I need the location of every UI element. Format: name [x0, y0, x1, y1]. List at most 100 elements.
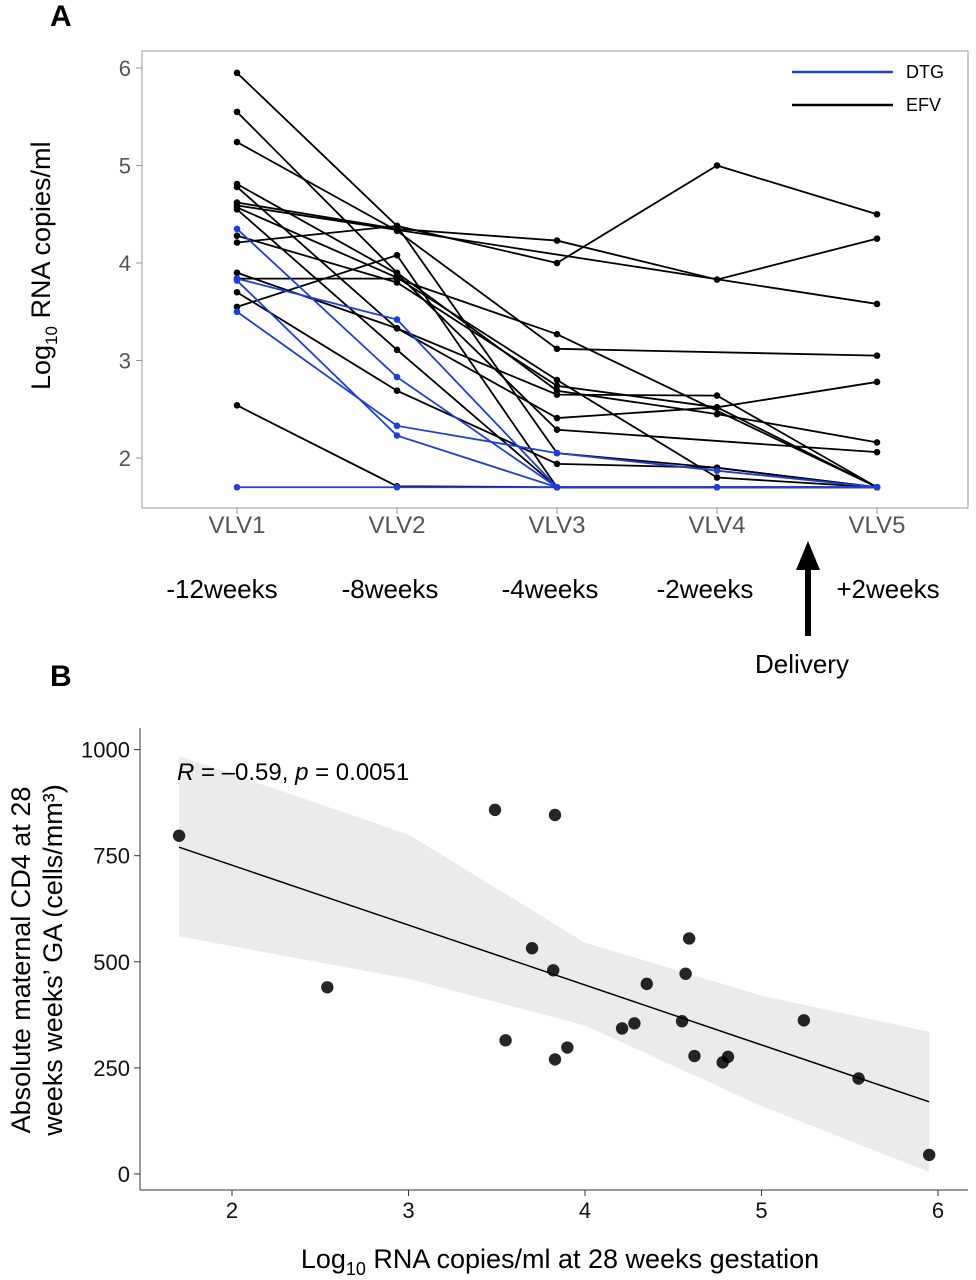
timepoint-labels: -12weeks -8weeks -4weeks -2weeks +2weeks [166, 574, 939, 604]
category-label: VLV3 [529, 512, 586, 539]
scatter-point [688, 1049, 701, 1063]
timepoint-label: -4weeks [502, 574, 599, 604]
data-point-dtg [393, 422, 401, 430]
y-tick-label-a: 6 [119, 56, 131, 81]
scatter-point [675, 1015, 689, 1028]
data-point-efv [393, 226, 401, 234]
x-tick-label-b: 3 [402, 1198, 414, 1223]
scatter-point [615, 1022, 629, 1035]
data-point-efv [553, 414, 561, 422]
timepoint-label: -12weeks [166, 574, 277, 604]
scatter-point [488, 803, 502, 817]
category-label: VLV5 [849, 512, 906, 539]
x-tick-label-b: 5 [755, 1198, 767, 1223]
scatter-point [679, 967, 692, 980]
confidence-band [179, 755, 930, 1172]
series-line-dtg [236, 228, 877, 489]
y-tick-label-b: 250 [93, 1056, 130, 1081]
y-axis-title-b-line2: weeks weeks’ GA (cells/mm³) [38, 784, 68, 1137]
y-tick-label-b: 750 [93, 844, 130, 869]
data-point-efv [873, 300, 881, 308]
data-point-dtg [233, 308, 241, 316]
y-axis-a: 2 3 4 5 6 [119, 56, 142, 471]
scatter-point [628, 1017, 641, 1030]
data-point-efv [713, 392, 721, 399]
delivery-label: Delivery [755, 649, 849, 679]
data-point-dtg [233, 225, 241, 233]
x-axis-b: 2 3 4 5 6 [226, 1190, 944, 1223]
scatter-point [852, 1072, 865, 1085]
x-tick-label-b: 4 [579, 1198, 591, 1223]
y-tick-label-a: 4 [119, 251, 131, 276]
series-line-efv [236, 141, 878, 357]
scatter-point [547, 964, 560, 977]
data-point-efv [553, 237, 561, 244]
data-point-efv [233, 232, 241, 239]
y-axis-title-b-line1: Absolute maternal CD4 at 28 [6, 787, 36, 1134]
data-point-dtg [873, 483, 881, 491]
arrow-head [796, 541, 820, 570]
y-tick-label-a: 3 [119, 349, 131, 374]
panel-label-a: A [50, 0, 72, 33]
y-axis-b: 0 250 500 750 1000 [81, 738, 140, 1187]
data-point-dtg [713, 467, 721, 474]
series-line-efv [236, 183, 878, 454]
data-point-efv [233, 69, 241, 77]
y-tick-label-a: 5 [119, 154, 131, 179]
timepoint-label: -2weeks [657, 574, 754, 604]
data-point-efv [713, 474, 721, 481]
data-point-efv [873, 352, 881, 359]
data-point-efv [233, 288, 241, 296]
plot-frame-a [141, 50, 969, 509]
scatter-point [321, 981, 334, 994]
data-point-dtg [393, 316, 401, 323]
data-point-efv [393, 387, 401, 395]
data-point-dtg [553, 483, 561, 491]
scatter-point [922, 1148, 936, 1162]
data-point-efv [233, 269, 241, 277]
x-tick-label-b: 2 [226, 1198, 238, 1223]
data-point-efv [393, 325, 401, 332]
scatter-point [640, 977, 653, 991]
y-tick-label-a: 2 [119, 446, 131, 471]
data-point-efv [233, 183, 241, 191]
category-label: VLV2 [369, 512, 426, 539]
data-point-efv [233, 108, 241, 116]
data-point-efv [553, 426, 561, 434]
data-point-efv [233, 402, 241, 409]
series-line-efv [236, 164, 878, 264]
data-point-efv [553, 391, 561, 398]
data-point-efv [393, 346, 401, 354]
scatter-point [721, 1050, 735, 1064]
legend-label-dtg: DTG [906, 62, 944, 82]
scatter-point [548, 808, 562, 822]
data-point-efv [553, 382, 561, 390]
x-tick-label-b: 6 [932, 1198, 944, 1223]
scatter-points [172, 803, 936, 1162]
y-tick-label-b: 1000 [81, 738, 130, 763]
data-point-efv [873, 378, 881, 386]
data-point-efv [873, 235, 881, 242]
data-point-efv [873, 439, 881, 446]
scatter-point [499, 1034, 512, 1047]
scatter-point [525, 942, 539, 955]
scatter-point [172, 829, 186, 842]
timepoint-label: -8weeks [342, 574, 439, 604]
legend-a: DTG EFV [792, 62, 944, 115]
data-point-efv [233, 303, 241, 311]
data-point-dtg [393, 483, 401, 491]
y-tick-label-b: 500 [93, 950, 130, 975]
data-point-efv [233, 202, 241, 209]
data-point-dtg [233, 277, 241, 284]
category-label: VLV4 [689, 512, 746, 539]
data-point-efv [873, 210, 881, 218]
data-point-efv [233, 138, 241, 146]
panel-label-b: B [50, 660, 72, 693]
data-point-dtg [393, 432, 401, 439]
scatter-point [561, 1041, 574, 1054]
data-point-efv [553, 376, 561, 384]
data-point-efv [713, 162, 721, 169]
panel-b: B 2 3 4 5 6 0 250 500 750 1000 R = –0.59, p = 0.… [6, 660, 968, 1279]
data-point-efv [553, 345, 561, 353]
